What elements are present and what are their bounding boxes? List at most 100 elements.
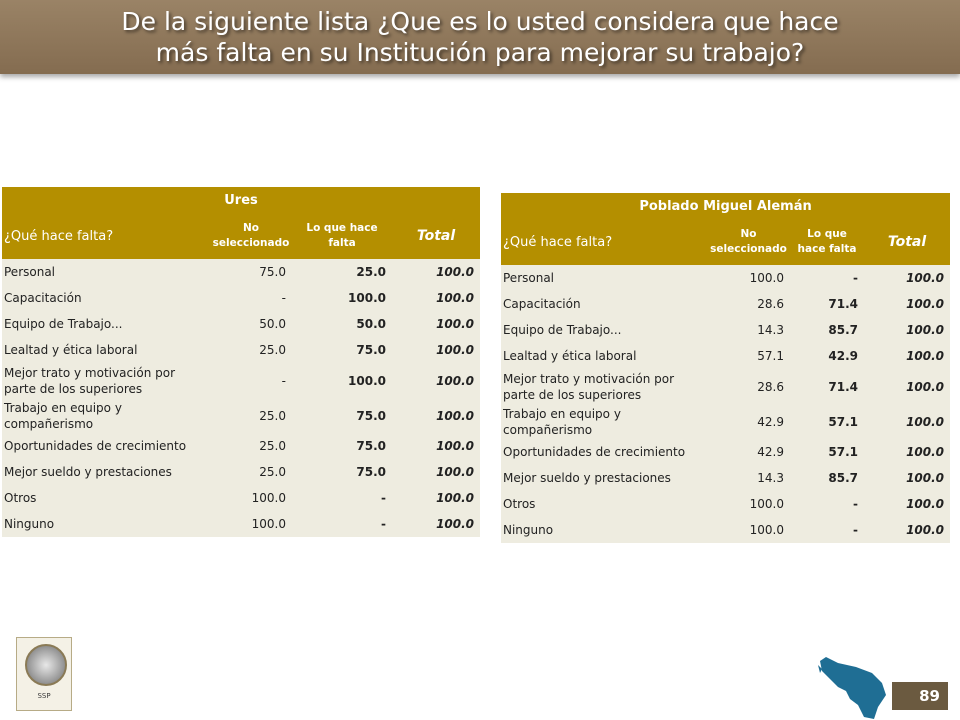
cell-lo-que-hace-falta: 71.4 xyxy=(790,369,864,405)
table-row: Lealtad y ética laboral 57.1 42.9 100.0 xyxy=(501,343,951,369)
row-label: Otros xyxy=(2,485,210,511)
cell-total: 100.0 xyxy=(864,265,951,291)
cell-total: 100.0 xyxy=(392,399,481,433)
table-row: Trabajo en equipo y compañerismo 42.9 57.1… xyxy=(501,405,951,439)
page-title: De la siguiente lista ¿Que es lo usted c… xyxy=(60,6,900,68)
cell-lo-que-hace-falta: 71.4 xyxy=(790,291,864,317)
cell-no-seleccionado: 25.0 xyxy=(210,433,292,459)
row-label: Mejor trato y motivación por parte de lo… xyxy=(501,369,707,405)
title-bar: De la siguiente lista ¿Que es lo usted c… xyxy=(0,0,960,74)
column-header-total: Total xyxy=(864,219,951,265)
cell-total: 100.0 xyxy=(392,485,481,511)
row-label: Otros xyxy=(501,491,707,517)
row-label: Lealtad y ética laboral xyxy=(2,337,210,363)
table-row: Ninguno 100.0-100.0 xyxy=(501,517,951,543)
table-row: Personal 100.0-100.0 xyxy=(501,265,951,291)
table-row: Oportunidades de crecimiento 42.9 57.1 100.… xyxy=(501,439,951,465)
cell-no-seleccionado: 100.0 xyxy=(707,265,790,291)
cell-lo-que-hace-falta: 50.0 xyxy=(292,311,392,337)
row-label: Oportunidades de crecimiento xyxy=(2,433,210,459)
cell-no-seleccionado: 25.0 xyxy=(210,337,292,363)
table-ures: Ures ¿Qué hace falta? No seleccionado Lo… xyxy=(2,187,481,537)
cell-no-seleccionado: 42.9 xyxy=(707,439,790,465)
cell-total: 100.0 xyxy=(864,439,951,465)
cell-no-seleccionado: 28.6 xyxy=(707,291,790,317)
table-row: Personal 75.0 25.0 100.0 xyxy=(2,259,481,285)
row-label: Equipo de Trabajo... xyxy=(501,317,707,343)
cell-total: 100.0 xyxy=(864,491,951,517)
cell-lo-que-hace-falta: 42.9 xyxy=(790,343,864,369)
page-title-line-1: De la siguiente lista ¿Que es lo usted c… xyxy=(121,7,839,36)
cell-lo-que-hace-falta: - xyxy=(292,511,392,537)
table-row: Mejor sueldo y prestaciones 14.3 85.7 100.0 xyxy=(501,465,951,491)
table-row: Mejor trato y motivación por parte de lo… xyxy=(501,369,951,405)
row-label: Mejor trato y motivación por parte de lo… xyxy=(2,363,210,399)
cell-no-seleccionado: 100.0 xyxy=(707,491,790,517)
page-title-line-2: más falta en su Institución para mejorar… xyxy=(155,38,805,67)
row-label: Personal xyxy=(501,265,707,291)
cell-total: 100.0 xyxy=(864,405,951,439)
table-row: Otros 100.0-100.0 xyxy=(2,485,481,511)
row-label: Capacitación xyxy=(2,285,210,311)
row-label: Trabajo en equipo y compañerismo xyxy=(2,399,210,433)
cell-lo-que-hace-falta: 25.0 xyxy=(292,259,392,285)
logo-label: SSP xyxy=(37,692,51,700)
table-row: Oportunidades de crecimiento 25.0 75.0 100.… xyxy=(2,433,481,459)
table-row: Ninguno 100.0-100.0 xyxy=(2,511,481,537)
table-row: Mejor sueldo y prestaciones 25.0 75.0 100.0 xyxy=(2,459,481,485)
cell-no-seleccionado: - xyxy=(210,285,292,311)
cell-total: 100.0 xyxy=(392,459,481,485)
column-header-lo-que-hace-falta: Lo que hace falta xyxy=(790,219,864,265)
table-row: Capacitación 28.6 71.4 100.0 xyxy=(501,291,951,317)
cell-total: 100.0 xyxy=(864,369,951,405)
cell-no-seleccionado: 75.0 xyxy=(210,259,292,285)
ssp-logo: SSP xyxy=(16,637,72,711)
row-label: Capacitación xyxy=(501,291,707,317)
cell-no-seleccionado: 28.6 xyxy=(707,369,790,405)
state-map-icon xyxy=(818,657,886,719)
cell-total: 100.0 xyxy=(864,343,951,369)
page-number: 89 xyxy=(892,682,948,710)
row-label: Equipo de Trabajo... xyxy=(2,311,210,337)
cell-total: 100.0 xyxy=(392,363,481,399)
cell-no-seleccionado: 14.3 xyxy=(707,317,790,343)
cell-no-seleccionado: 14.3 xyxy=(707,465,790,491)
cell-no-seleccionado: 57.1 xyxy=(707,343,790,369)
row-label: Trabajo en equipo y compañerismo xyxy=(501,405,707,439)
cell-lo-que-hace-falta: 85.7 xyxy=(790,465,864,491)
cell-no-seleccionado: 50.0 xyxy=(210,311,292,337)
table-row: Capacitación -100.0 100.0 xyxy=(2,285,481,311)
row-label: Ninguno xyxy=(2,511,210,537)
column-header-total: Total xyxy=(392,213,481,259)
table-row: Otros 100.0-100.0 xyxy=(501,491,951,517)
cell-no-seleccionado: 25.0 xyxy=(210,459,292,485)
cell-no-seleccionado: 42.9 xyxy=(707,405,790,439)
column-header-no-seleccionado: No seleccionado xyxy=(210,213,292,259)
cell-total: 100.0 xyxy=(392,285,481,311)
column-header-lo-que-hace-falta: Lo que hace falta xyxy=(292,213,392,259)
row-label: Personal xyxy=(2,259,210,285)
cell-lo-que-hace-falta: 75.0 xyxy=(292,337,392,363)
table-row: Lealtad y ética laboral 25.0 75.0 100.0 xyxy=(2,337,481,363)
cell-total: 100.0 xyxy=(392,311,481,337)
row-label: Oportunidades de crecimiento xyxy=(501,439,707,465)
cell-lo-que-hace-falta: - xyxy=(790,491,864,517)
seal-emblem-icon xyxy=(25,644,67,686)
cell-lo-que-hace-falta: 75.0 xyxy=(292,459,392,485)
table-location-title: Poblado Miguel Alemán xyxy=(501,193,951,219)
cell-lo-que-hace-falta: 85.7 xyxy=(790,317,864,343)
row-label: Lealtad y ética laboral xyxy=(501,343,707,369)
table-row: Equipo de Trabajo... 14.3 85.7 100.0 xyxy=(501,317,951,343)
cell-no-seleccionado: 100.0 xyxy=(210,511,292,537)
cell-total: 100.0 xyxy=(864,291,951,317)
cell-lo-que-hace-falta: 75.0 xyxy=(292,433,392,459)
cell-lo-que-hace-falta: 100.0 xyxy=(292,285,392,311)
row-label: Mejor sueldo y prestaciones xyxy=(501,465,707,491)
table-row: Mejor trato y motivación por parte de lo… xyxy=(2,363,481,399)
cell-no-seleccionado: 100.0 xyxy=(707,517,790,543)
cell-no-seleccionado: 100.0 xyxy=(210,485,292,511)
table-row: Trabajo en equipo y compañerismo 25.0 75.0… xyxy=(2,399,481,433)
cell-lo-que-hace-falta: - xyxy=(790,517,864,543)
cell-no-seleccionado: 25.0 xyxy=(210,399,292,433)
cell-total: 100.0 xyxy=(392,337,481,363)
